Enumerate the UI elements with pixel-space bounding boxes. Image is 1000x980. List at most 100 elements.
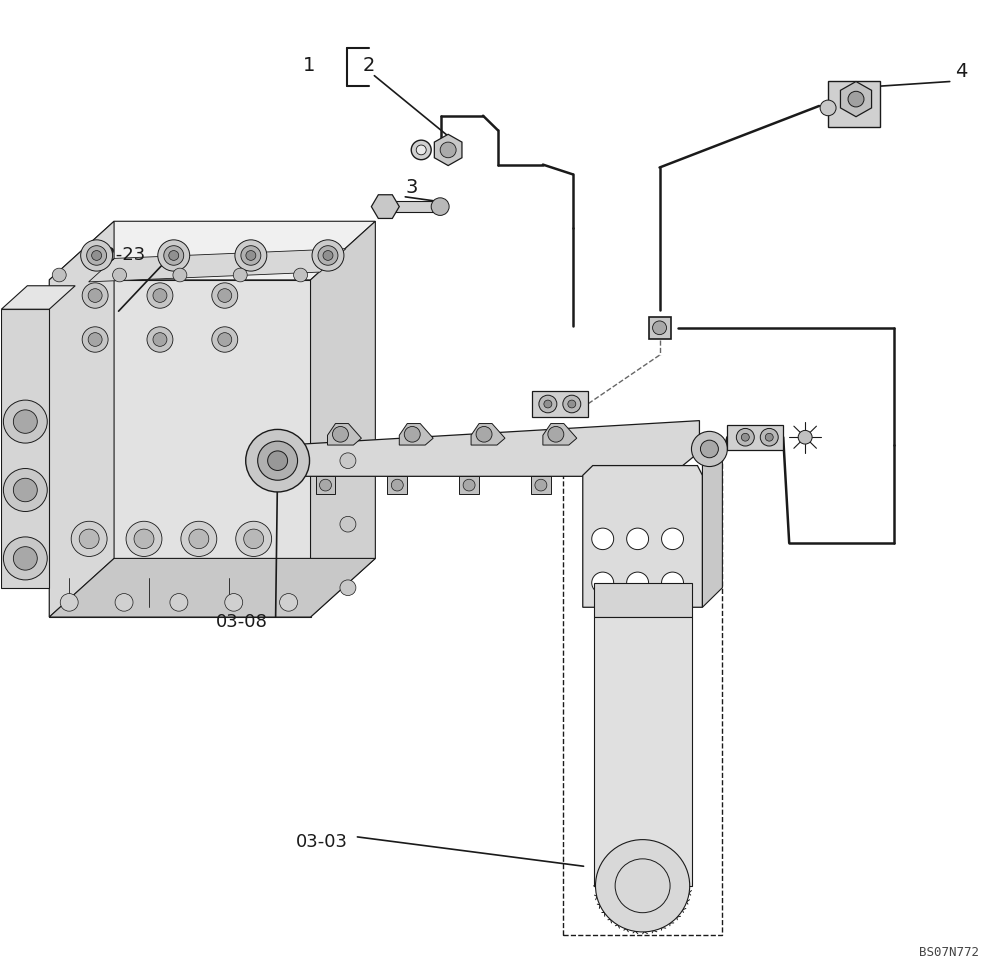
Polygon shape [316,476,335,494]
Circle shape [798,430,812,444]
Circle shape [340,453,356,468]
Polygon shape [702,456,722,608]
Circle shape [700,440,718,458]
Circle shape [544,400,552,408]
Circle shape [736,428,754,446]
Circle shape [13,410,37,433]
Circle shape [741,433,749,441]
Circle shape [653,320,667,334]
Circle shape [52,269,66,282]
Circle shape [268,451,288,470]
Circle shape [332,426,348,442]
Polygon shape [327,423,361,445]
Circle shape [592,572,614,594]
Circle shape [340,516,356,532]
Circle shape [627,572,649,594]
Circle shape [164,246,184,266]
Circle shape [548,426,564,442]
Circle shape [212,326,238,352]
Bar [532,391,588,416]
Polygon shape [1,286,75,310]
Circle shape [235,240,267,271]
Circle shape [79,529,99,549]
Polygon shape [49,280,311,617]
Circle shape [173,269,187,282]
Bar [563,451,722,935]
Bar [594,583,692,617]
Circle shape [563,395,581,413]
Polygon shape [459,476,479,494]
Polygon shape [371,195,399,219]
Circle shape [340,580,356,596]
Circle shape [258,441,298,480]
Circle shape [539,395,557,413]
Polygon shape [399,423,433,445]
Polygon shape [583,466,702,608]
Polygon shape [387,476,407,494]
Circle shape [153,332,167,346]
Polygon shape [1,310,49,588]
Text: 4: 4 [955,63,967,81]
Text: 03-08: 03-08 [216,612,268,631]
Text: 02-23: 02-23 [94,246,146,265]
Circle shape [82,326,108,352]
Circle shape [87,246,107,266]
Circle shape [568,400,576,408]
Circle shape [153,289,167,303]
Text: 03-03: 03-03 [296,833,348,851]
Circle shape [404,426,420,442]
Circle shape [82,283,108,309]
Circle shape [13,547,37,570]
Circle shape [233,269,247,282]
Polygon shape [434,134,462,166]
Polygon shape [49,221,375,280]
Circle shape [241,246,261,266]
Bar [727,424,783,450]
Polygon shape [286,420,699,476]
Circle shape [662,572,683,594]
Circle shape [158,240,190,271]
Circle shape [312,240,344,271]
Circle shape [416,145,426,155]
Circle shape [476,426,492,442]
Text: 3: 3 [405,177,418,197]
Circle shape [535,479,547,491]
Circle shape [218,332,232,346]
Circle shape [848,91,864,107]
Circle shape [218,289,232,303]
Circle shape [431,198,449,216]
Circle shape [320,479,331,491]
Circle shape [92,251,102,261]
Circle shape [820,100,836,116]
Circle shape [323,251,333,261]
Text: BS07N772: BS07N772 [919,946,979,959]
Circle shape [189,529,209,549]
Circle shape [411,140,431,160]
Circle shape [170,594,188,612]
Circle shape [440,142,456,158]
Polygon shape [311,221,375,617]
Circle shape [126,521,162,557]
Polygon shape [628,583,658,603]
Circle shape [147,326,173,352]
Circle shape [294,269,308,282]
Circle shape [88,289,102,303]
Circle shape [318,246,338,266]
Circle shape [212,283,238,309]
Circle shape [236,521,272,557]
Circle shape [225,594,243,612]
Polygon shape [49,221,114,617]
Circle shape [592,528,614,550]
Circle shape [13,478,37,502]
Circle shape [760,428,778,446]
Circle shape [81,240,113,271]
Polygon shape [531,476,551,494]
Circle shape [246,251,256,261]
Text: 1: 1 [303,57,316,75]
Circle shape [596,840,690,932]
Polygon shape [49,559,375,617]
Bar [828,80,880,127]
Circle shape [662,528,683,550]
Circle shape [3,537,47,580]
Circle shape [244,529,264,549]
